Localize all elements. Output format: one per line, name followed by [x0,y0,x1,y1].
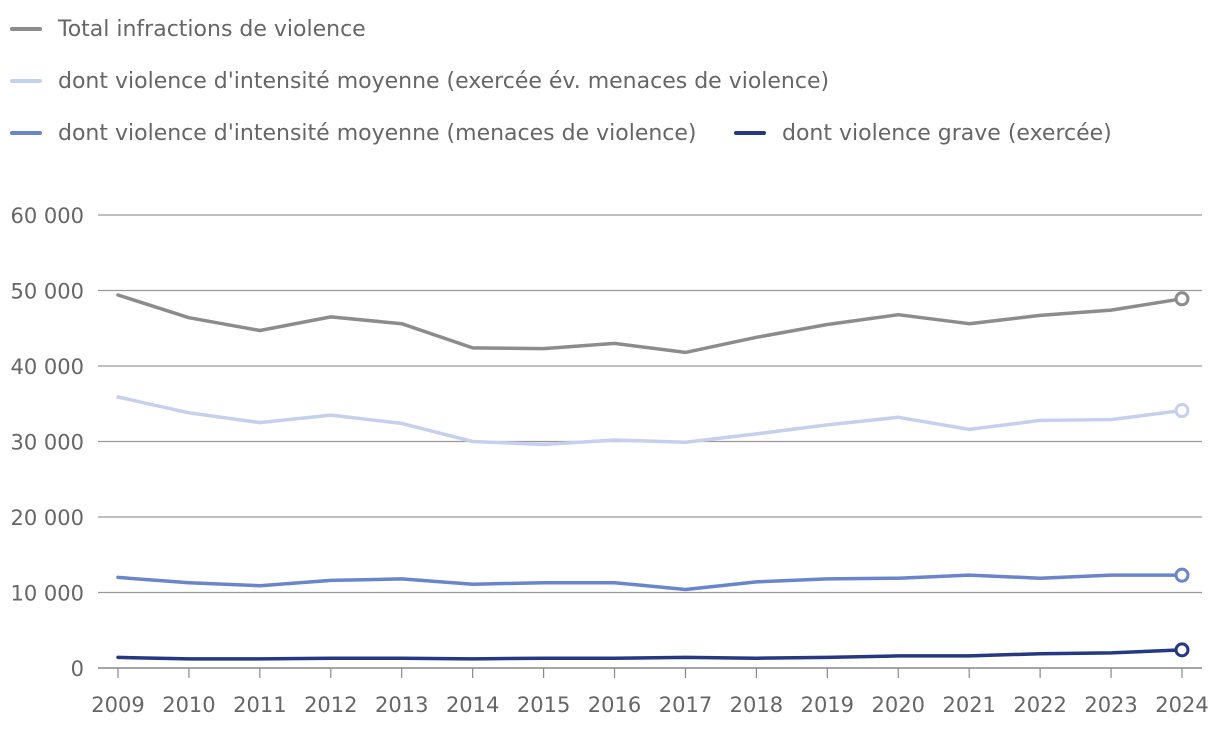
legend-label-medium-threats: dont violence d'intensité moyenne (menac… [58,120,697,146]
legend-item-grave[interactable]: dont violence grave (exercée) [734,117,1112,149]
series-line-2 [116,573,1184,592]
series-line-1 [116,395,1184,447]
legend-swatch-total [10,27,42,31]
x-tick-label: 2014 [446,693,499,717]
legend-label-medium-exerted: dont violence d'intensité moyenne (exerc… [58,68,830,94]
y-tick-label: 10 000 [11,582,84,606]
y-tick-label: 0 [71,657,84,681]
series-end-marker[interactable] [1174,291,1190,307]
x-tick-label: 2011 [233,693,286,717]
chart-legend: Total infractions de violence dont viole… [10,0,1210,170]
y-tick-label: 40 000 [11,355,84,379]
x-axis: 2009 2010 2011 2012 2013 2014 2015 2016 2017 2018… [91,668,1209,717]
y-tick-label: 50 000 [11,280,84,304]
series-line-0 [116,293,1184,355]
x-tick-label: 2010 [162,693,215,717]
series-end-marker[interactable] [1174,403,1190,419]
series-1 [116,395,1190,447]
x-tick-label: 2024 [1155,693,1208,717]
legend-item-total[interactable]: Total infractions de violence [10,13,366,45]
series-2 [116,567,1190,592]
legend-item-medium-threats[interactable]: dont violence d'intensité moyenne (menac… [10,117,697,149]
legend-item-medium-exerted[interactable]: dont violence d'intensité moyenne (exerc… [10,65,829,97]
x-tick-label: 2017 [659,693,712,717]
x-tick-label: 2015 [517,693,570,717]
x-tick-label: 2023 [1084,693,1137,717]
series-3 [116,642,1190,661]
legend-swatch-medium-threats [10,131,42,135]
data-series [116,291,1190,661]
x-tick-label: 2019 [801,693,854,717]
x-tick-label: 2016 [588,693,641,717]
x-tick-label: 2020 [872,693,925,717]
x-tick-label: 2022 [1013,693,1066,717]
legend-label-total: Total infractions de violence [58,16,366,42]
series-line-3 [116,648,1184,661]
y-tick-label: 60 000 [11,204,84,228]
series-0 [116,291,1190,355]
x-tick-label: 2013 [375,693,428,717]
legend-swatch-grave [734,131,766,135]
series-end-marker[interactable] [1174,642,1190,658]
grid-lines [98,214,1202,669]
x-tick-label: 2012 [304,693,357,717]
y-axis-ticks: 0 10 000 20 000 30 000 40 000 50 000 60 000 [11,204,84,681]
legend-label-grave: dont violence grave (exercée) [782,120,1112,146]
x-tick-label: 2018 [730,693,783,717]
x-tick-label: 2009 [91,693,144,717]
legend-swatch-medium-exerted [10,79,42,83]
y-tick-label: 30 000 [11,431,84,455]
series-end-marker[interactable] [1174,567,1190,583]
x-tick-label: 2021 [942,693,995,717]
y-tick-label: 20 000 [11,506,84,530]
